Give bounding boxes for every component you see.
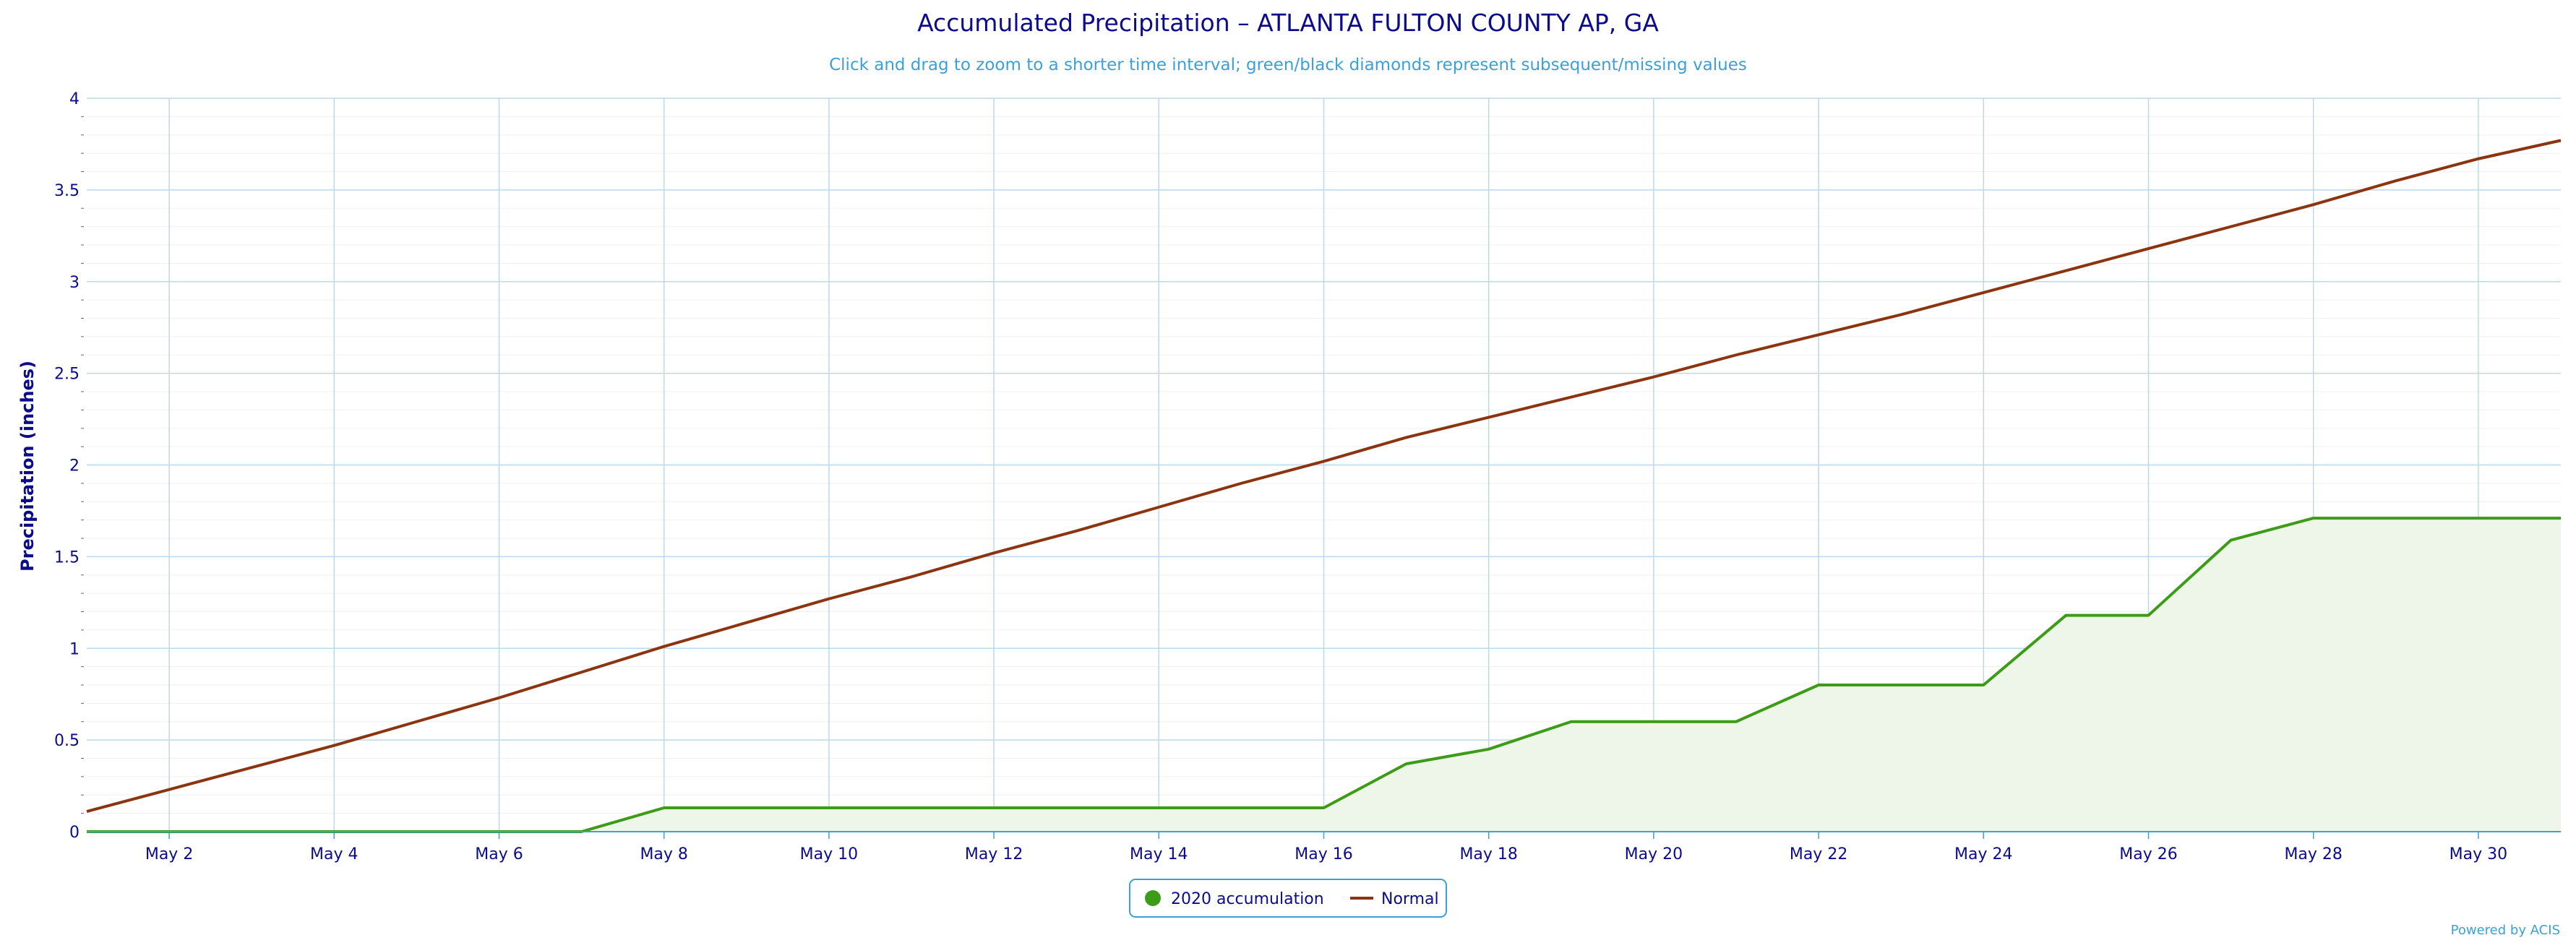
x-tick-label: May 16 [1295, 845, 1352, 863]
x-tick-label: May 6 [475, 845, 523, 863]
chart-title: Accumulated Precipitation – ATLANTA FULT… [917, 9, 1659, 37]
y-tick-label: 3.5 [54, 182, 80, 200]
x-tick-label: May 26 [2119, 845, 2177, 863]
y-axis-label: Precipitation (inches) [17, 361, 38, 572]
accumulation-area-fill [87, 518, 2561, 832]
y-tick-label: 0 [69, 824, 80, 842]
x-tick-label: May 18 [1459, 845, 1517, 863]
area-layer [87, 518, 2561, 832]
x-tick-label: May 10 [800, 845, 858, 863]
x-tick-label: May 28 [2284, 845, 2342, 863]
x-tick-label: May 14 [1130, 845, 1188, 863]
legend-box [1129, 879, 1447, 918]
y-tick-label: 1 [69, 640, 80, 658]
x-tick-label: May 8 [640, 845, 687, 863]
x-tick-label: May 30 [2450, 845, 2507, 863]
normal-line [86, 139, 2562, 814]
chart-subtitle: Click and drag to zoom to a shorter time… [829, 56, 1747, 74]
x-tick-label: May 12 [965, 845, 1023, 863]
legend-label-accumulation[interactable]: 2020 accumulation [1171, 890, 1324, 908]
y-tick-label: 1.5 [54, 548, 80, 566]
x-tick-label: May 22 [1790, 845, 1847, 863]
grid-lines [81, 98, 2561, 839]
legend-label-normal[interactable]: Normal [1381, 890, 1439, 908]
powered-by-credit[interactable]: Powered by ACIS [2450, 923, 2560, 938]
x-tick-label: May 20 [1625, 845, 1683, 863]
legend[interactable]: 2020 accumulation Normal [1129, 879, 1447, 918]
x-tick-label: May 2 [145, 845, 193, 863]
x-tick-label: May 24 [1954, 845, 2012, 863]
legend-marker-accumulation [1145, 890, 1161, 906]
y-tick-label: 2.5 [54, 366, 80, 384]
x-tick-label: May 4 [310, 845, 358, 863]
y-tick-label: 2 [69, 457, 80, 475]
tick-labels: 0 0.5 1 1.5 2 2.5 3 3.5 4 May 2 May 4 May 6 May 8 May… [54, 90, 2507, 863]
y-tick-label: 4 [69, 90, 80, 108]
y-tick-label: 3 [69, 274, 80, 292]
y-tick-label: 0.5 [54, 732, 80, 750]
